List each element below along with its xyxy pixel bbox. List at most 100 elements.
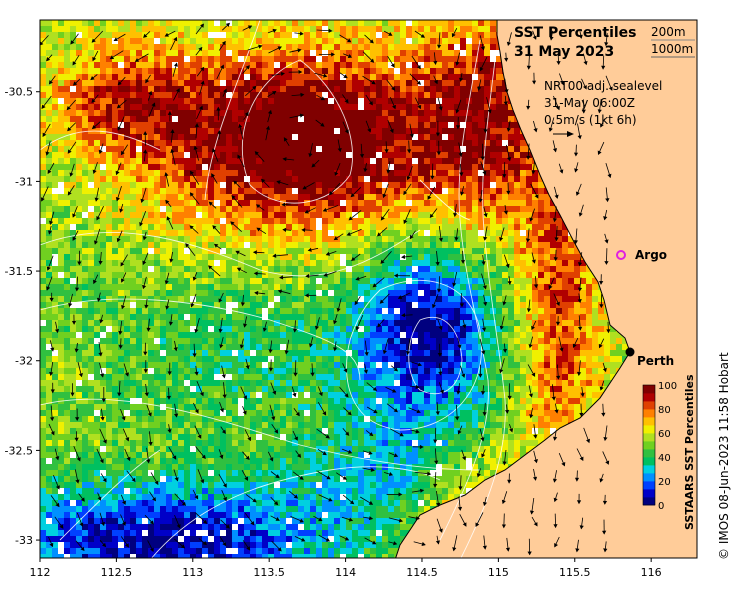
sst-pixel [160,260,167,267]
sst-pixel [106,116,113,123]
sst-pixel [190,224,197,231]
sst-pixel [466,20,473,27]
sst-pixel [112,224,119,231]
sst-pixel [280,230,287,237]
sst-pixel [538,254,545,261]
sst-pixel [454,26,461,33]
sst-pixel [472,206,479,213]
sst-pixel [148,188,155,195]
sst-pixel [124,110,131,117]
sst-pixel [280,206,287,213]
sst-pixel [334,86,341,93]
sst-pixel [292,230,299,237]
sst-pixel [406,80,413,87]
sst-pixel [160,230,167,237]
sst-pixel [82,200,89,207]
sst-pixel [118,188,125,195]
sst-pixel [100,134,107,141]
sst-pixel [352,230,359,237]
sst-pixel [112,158,119,165]
sst-pixel [532,254,539,261]
sst-pixel [208,206,215,213]
sst-pixel [118,158,125,165]
sst-pixel [76,176,83,183]
sst-pixel [130,242,137,249]
sst-pixel [64,50,71,57]
sst-pixel [94,56,101,63]
sst-pixel [286,182,293,189]
sst-pixel [322,152,329,159]
sst-pixel [568,248,575,255]
sst-pixel [268,230,275,237]
sst-pixel [184,86,191,93]
sst-pixel [184,224,191,231]
sst-pixel [196,248,203,255]
sst-pixel [310,218,317,225]
sst-pixel [106,50,113,57]
sst-pixel [382,86,389,93]
sst-pixel [232,152,239,159]
sst-pixel [184,206,191,213]
sst-pixel [196,32,203,39]
sst-pixel [304,248,311,255]
sst-pixel [316,278,323,285]
sst-pixel [196,140,203,147]
sst-pixel [166,128,173,135]
sst-pixel [574,248,581,255]
sst-pixel [136,290,143,297]
sst-pixel [160,200,167,207]
sst-pixel [184,284,191,291]
sst-pixel [346,116,353,123]
sst-pixel [412,164,419,171]
sst-pixel [322,20,329,27]
sst-pixel [136,26,143,33]
sst-pixel [238,272,245,279]
sst-pixel [388,212,395,219]
sst-pixel [448,284,455,291]
sst-pixel [70,128,77,135]
sst-pixel [490,140,497,147]
sst-pixel [82,152,89,159]
sst-pixel [226,62,233,69]
sst-pixel [406,248,413,255]
sst-pixel [88,74,95,81]
sst-pixel [220,236,227,243]
sst-pixel [70,278,77,285]
sst-pixel [274,38,281,45]
sst-pixel [286,98,293,105]
sst-pixel [304,26,311,33]
sst-pixel [562,242,569,249]
sst-pixel [100,122,107,129]
sst-pixel [400,170,407,177]
sst-pixel [226,158,233,165]
sst-pixel [142,86,149,93]
sst-pixel [334,110,341,117]
sst-pixel [292,188,299,195]
sst-pixel [442,254,449,261]
sst-pixel [256,164,263,171]
sst-pixel [100,266,107,273]
sst-pixel [502,92,509,99]
sst-pixel [244,272,251,279]
sst-pixel [490,98,497,105]
sst-pixel [82,272,89,279]
sst-pixel [286,68,293,75]
sst-pixel [274,20,281,27]
sst-pixel [346,248,353,255]
sst-pixel [538,272,545,279]
sst-pixel [112,164,119,171]
sst-pixel [502,146,509,153]
sst-pixel [412,218,419,225]
sst-pixel [202,230,209,237]
sst-pixel [382,272,389,279]
sst-pixel [166,290,173,297]
sst-pixel [292,104,299,111]
sst-pixel [430,218,437,225]
sst-pixel [274,98,281,105]
sst-pixel [232,68,239,75]
sst-pixel [238,86,245,93]
sst-pixel [424,158,431,165]
sst-pixel [460,176,467,183]
sst-pixel [412,182,419,189]
sst-pixel [304,290,311,297]
